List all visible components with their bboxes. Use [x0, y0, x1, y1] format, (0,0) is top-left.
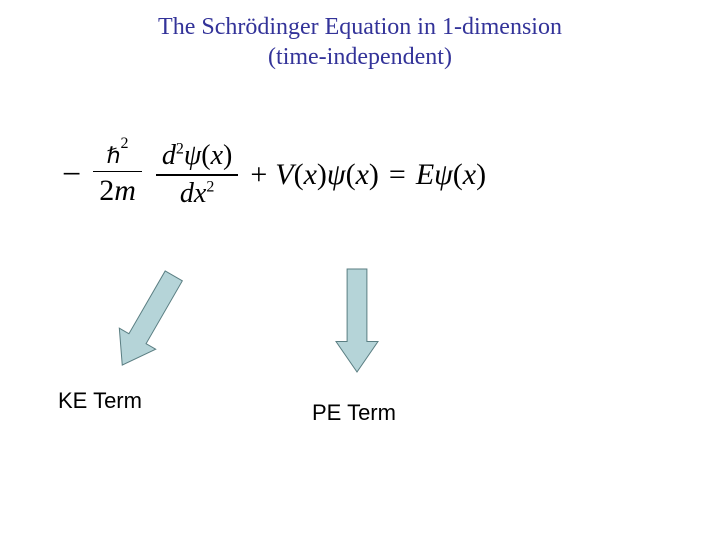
x1: x	[304, 158, 317, 191]
x-den: x	[194, 178, 206, 209]
x-num: x	[211, 140, 223, 171]
ke-arrow-icon	[90, 268, 170, 373]
equation-minus: −	[62, 156, 81, 194]
psi1: ψ	[327, 158, 346, 191]
title-line-2: (time-independent)	[0, 44, 720, 71]
schrodinger-equation: − ℏ2 2m d2ψ(x) dx2 +	[60, 140, 660, 250]
pe-term-label: PE Term	[312, 400, 396, 426]
close2: )	[369, 158, 379, 191]
equation-potential-term: V(x)ψ(x)	[275, 158, 379, 192]
openp-num: (	[201, 140, 210, 171]
open1: (	[294, 158, 304, 191]
close1: )	[317, 158, 327, 191]
closep-num: )	[223, 140, 232, 171]
d-den: d	[180, 178, 194, 209]
x2: x	[356, 158, 369, 191]
equation-plus: +	[250, 158, 267, 192]
hbar-squared: ℏ2	[107, 143, 129, 168]
equation-equals: =	[389, 158, 406, 192]
d-num: d	[162, 140, 176, 171]
denominator-m: m	[114, 174, 136, 207]
psi-num: ψ	[184, 140, 201, 171]
open2: (	[346, 158, 356, 191]
x3: x	[463, 158, 476, 191]
pe-arrow-icon	[335, 268, 379, 373]
open3: (	[453, 158, 463, 191]
title-line-1: The Schrödinger Equation in 1-dimension	[0, 14, 720, 41]
equation-d2psi-dx2: d2ψ(x) dx2	[156, 140, 238, 210]
psi2: ψ	[434, 158, 453, 191]
sup-2-num: 2	[176, 141, 184, 158]
equation-hbar-over-2m: ℏ2 2m	[93, 141, 142, 208]
sup-2-den: 2	[206, 178, 214, 195]
V: V	[275, 158, 293, 191]
ke-term-label: KE Term	[58, 388, 142, 414]
E: E	[416, 158, 434, 191]
denominator-2: 2	[99, 174, 114, 207]
equation-energy-term: Eψ(x)	[416, 158, 486, 192]
close3: )	[476, 158, 486, 191]
